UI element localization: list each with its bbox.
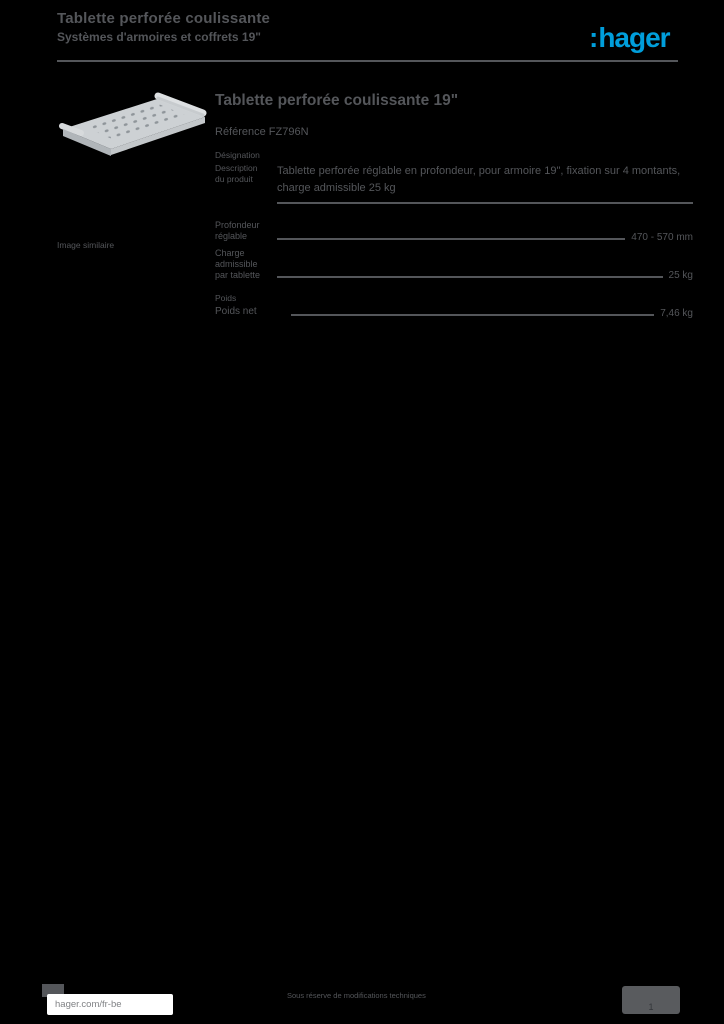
header-title-line1: Tablette perforée coulissante — [57, 10, 271, 27]
leader-line — [277, 275, 663, 279]
website-url[interactable]: hager.com/fr-be — [55, 999, 122, 1010]
weight-value: 7,46 kg — [660, 307, 693, 319]
spec-value: 25 kg — [668, 270, 693, 282]
hager-logo: :hager — [589, 22, 671, 53]
spec-label: Profondeur réglable — [215, 220, 260, 242]
spec-section-label: Désignation — [215, 150, 260, 160]
image-similar-caption: Image similaire — [57, 240, 115, 250]
header-divider — [57, 60, 678, 62]
leader-line — [277, 237, 626, 240]
weight-section-label: Poids — [215, 293, 237, 304]
spec-row: Profondeur réglable 470 - 570 mm — [215, 220, 693, 243]
footer-disclaimer: Sous réserve de modifications techniques — [287, 991, 426, 1000]
header-title-line2: Systèmes d'armoires et coffrets 19" — [57, 30, 261, 44]
website-link-chip[interactable]: hager.com/fr-be — [47, 994, 173, 1015]
spec-value: 470 - 570 mm — [631, 231, 693, 243]
product-image — [57, 88, 207, 160]
description-row: Description du produit Tablette perforée… — [215, 163, 693, 204]
specifications-section: Désignation Description du produit Table… — [215, 150, 693, 324]
logo-wordmark: hager — [598, 22, 670, 53]
footer-tab-decoration — [42, 984, 64, 997]
leader-line — [291, 313, 655, 316]
product-reference: Référence FZ796N — [215, 126, 309, 138]
description-text: Tablette perforée réglable en profondeur… — [277, 163, 693, 204]
page-number: 1 — [648, 1002, 654, 1012]
product-title: Tablette perforée coulissante 19" — [215, 92, 459, 109]
spec-label: Charge admissible par tablette — [215, 247, 261, 281]
spec-row: Charge admissible par tablette 25 kg — [215, 248, 693, 282]
weight-row: Poids net 7,46 kg — [215, 306, 693, 319]
description-label: Description du produit — [215, 163, 258, 184]
logo-colon-mark: : — [589, 22, 598, 53]
perforated-shelf-icon — [57, 92, 207, 164]
page-number-badge: 1 — [622, 986, 680, 1014]
weight-label: Poids net — [215, 306, 257, 318]
